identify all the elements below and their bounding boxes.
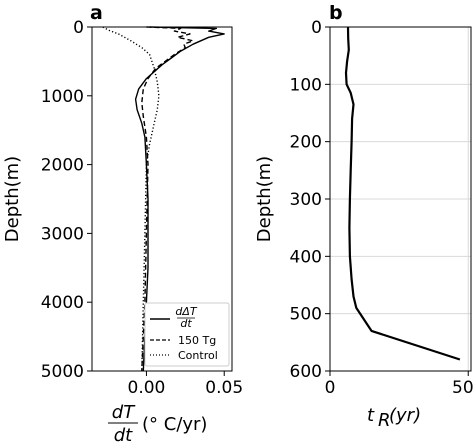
series-line-solid xyxy=(134,26,225,372)
legend-label-1-num: dΔT xyxy=(175,305,198,318)
x-label-unit: (° C/yr) xyxy=(142,414,207,435)
x-tick-label: 0.05 xyxy=(205,378,243,398)
panel-b-y-axis-label: Depth(m) xyxy=(254,156,275,242)
y-tick-label: 1000 xyxy=(41,87,84,107)
y-tick-label: 600 xyxy=(290,362,322,382)
legend-label-1-den: dt xyxy=(180,317,192,330)
y-tick-label: 200 xyxy=(290,133,322,153)
panel-b-y-ticks: 0 100 200 300 400 500 600 xyxy=(290,18,330,382)
panel-a-x-axis-label: dT dt (° C/yr) xyxy=(108,402,207,445)
x-label-numerator: dT xyxy=(112,402,136,423)
y-tick-label: 100 xyxy=(290,75,322,95)
x-tick-label: 0 xyxy=(325,378,336,398)
y-tick-label: 0 xyxy=(311,18,322,38)
x-tick-label: 0.00 xyxy=(128,378,166,398)
x-label-main: t xyxy=(367,405,375,426)
panel-a-legend: dΔT dt 150 Tg Control xyxy=(144,302,230,367)
legend-label-2: 150 Tg xyxy=(178,334,216,347)
panel-label-b: b xyxy=(329,2,343,24)
x-label-subscript: R xyxy=(378,410,391,431)
legend-label-3: Control xyxy=(178,349,218,362)
panel-b-x-ticks: 0 500 xyxy=(325,371,474,398)
series-line-solid xyxy=(344,26,461,361)
y-tick-label: 5000 xyxy=(41,362,84,382)
panel-label-a: a xyxy=(90,2,103,24)
x-tick-label: 500 xyxy=(452,378,474,398)
x-label-denominator: dt xyxy=(114,425,133,445)
panel-b-x-axis-label: t R (yr) xyxy=(367,405,421,431)
x-label-unit: (yr) xyxy=(389,405,421,426)
series-line-dotted xyxy=(102,26,160,372)
panel-b-grid xyxy=(329,26,471,372)
y-tick-label: 2000 xyxy=(41,156,84,176)
y-tick-label: 3000 xyxy=(41,224,84,244)
y-tick-label: 500 xyxy=(290,305,322,325)
panel-a-series xyxy=(102,26,225,372)
panel-b: b 0 100 200 300 400 500 600 0 500 Depth(m) t R … xyxy=(254,2,474,431)
y-tick-label: 0 xyxy=(73,18,84,38)
panel-a-y-axis-label: Depth(m) xyxy=(2,156,23,242)
y-tick-label: 400 xyxy=(290,247,322,267)
y-tick-label: 300 xyxy=(290,190,322,210)
panel-a: a 0 1000 2000 3000 4000 5000 0.00 0.05 Depth(m… xyxy=(2,2,243,445)
panel-a-axes-frame xyxy=(91,26,233,372)
series-line-dashed xyxy=(141,26,194,372)
panel-b-series xyxy=(344,26,461,361)
panel-a-x-ticks: 0.00 0.05 xyxy=(128,371,243,398)
y-tick-label: 4000 xyxy=(41,293,84,313)
panel-a-y-ticks: 0 1000 2000 3000 4000 5000 xyxy=(41,18,92,382)
